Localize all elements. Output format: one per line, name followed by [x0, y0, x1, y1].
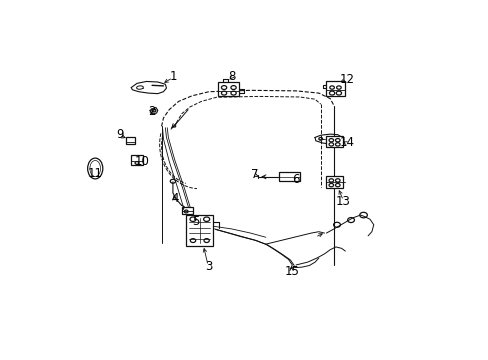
Text: 13: 13 [335, 195, 350, 208]
Bar [181, 207, 193, 214]
Text: 7: 7 [250, 168, 258, 181]
Text: 12: 12 [339, 73, 354, 86]
Bar [325, 176, 342, 188]
Bar [131, 156, 143, 165]
Bar [326, 81, 344, 96]
Ellipse shape [87, 158, 102, 179]
Text: 14: 14 [339, 136, 354, 149]
Bar [126, 137, 134, 144]
Text: 8: 8 [227, 70, 235, 83]
Text: 10: 10 [135, 154, 150, 167]
Text: 3: 3 [205, 260, 212, 273]
Text: 4: 4 [171, 192, 178, 205]
Ellipse shape [90, 161, 101, 176]
Text: 15: 15 [285, 265, 299, 278]
Ellipse shape [136, 86, 143, 89]
Text: 2: 2 [148, 105, 156, 118]
Text: 11: 11 [87, 167, 102, 180]
Bar [186, 215, 213, 246]
Bar [279, 172, 299, 181]
Text: 5: 5 [192, 216, 199, 229]
Text: 1: 1 [169, 70, 176, 83]
Text: 6: 6 [292, 172, 299, 185]
Bar [325, 136, 342, 147]
Bar [218, 82, 239, 96]
Text: 9: 9 [116, 128, 123, 141]
